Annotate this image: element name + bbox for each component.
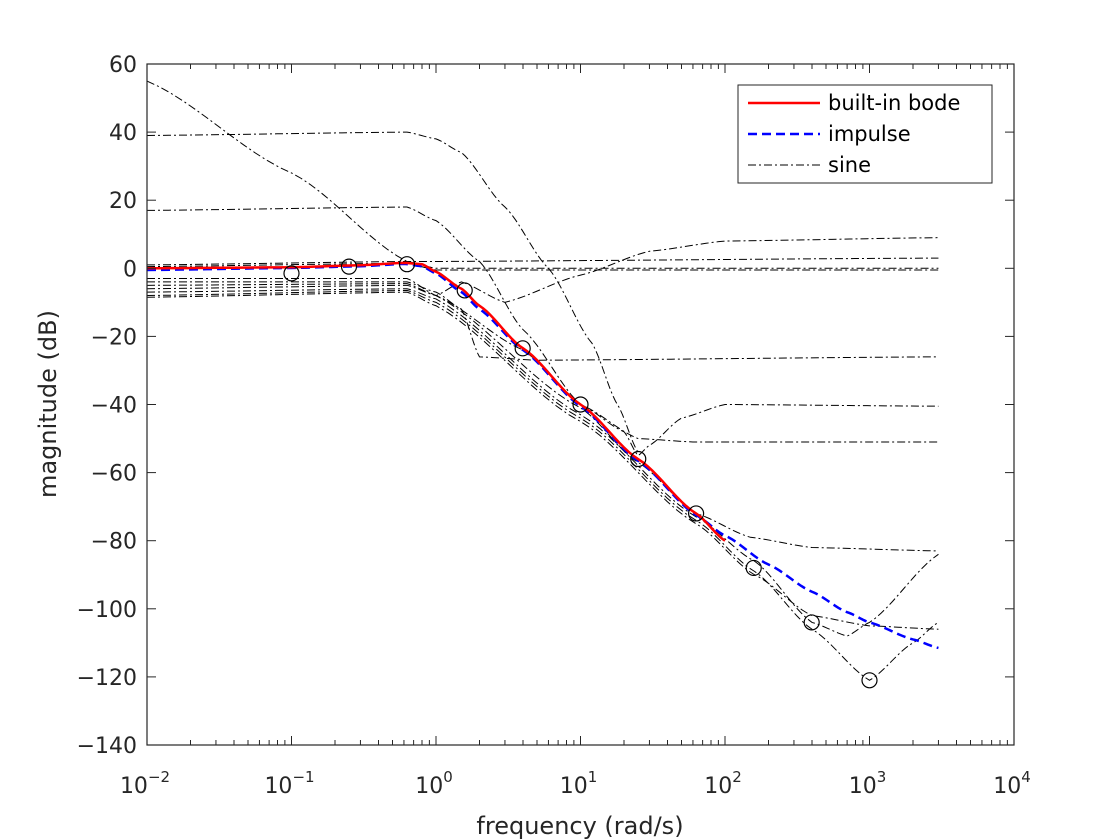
series-layer — [146, 80, 939, 681]
series-sine-curve-7 — [147, 281, 939, 361]
series-sine-curve-12 — [146, 291, 939, 630]
x-tick-label: 102 — [704, 768, 742, 799]
y-tick-label: −40 — [91, 394, 137, 419]
y-tick-label: −120 — [77, 666, 137, 691]
marker-point — [630, 450, 647, 468]
tick-layer: 60 40 20 0 −20 −40 −60 −80 −100 −120 −140 10−2 10−1 1… — [77, 53, 1031, 799]
x-tick-label: 104 — [993, 768, 1031, 799]
marker-point — [861, 672, 878, 689]
legend-label-impulse: impulse — [828, 122, 911, 146]
series-sine-curve-8 — [146, 283, 939, 443]
x-tick-label: 10−2 — [120, 768, 170, 799]
series-sine-curve-3 — [146, 206, 939, 457]
marker-point — [687, 505, 705, 522]
y-tick-label: 20 — [109, 189, 137, 214]
y-tick-label: 0 — [123, 257, 137, 282]
marker-layer — [283, 256, 878, 689]
marker-point — [456, 282, 473, 299]
series-impulse-line — [146, 262, 939, 650]
x-axis-label: frequency (rad/s) — [476, 812, 683, 840]
x-tick-label: 100 — [415, 768, 453, 799]
series-built-in-bode-line — [146, 261, 726, 542]
series-sine-curve-6 — [147, 237, 939, 303]
y-tick-label: −20 — [91, 325, 137, 350]
marker-point — [340, 258, 358, 275]
marker-point — [398, 256, 416, 273]
y-tick-label: −140 — [77, 734, 137, 759]
series-sine-curve-9 — [146, 284, 939, 552]
marker-point — [745, 559, 762, 577]
marker-point — [572, 396, 589, 413]
y-tick-label: −100 — [77, 598, 137, 623]
series-sine-curve-11 — [146, 289, 939, 681]
legend-label-bode: built-in bode — [828, 91, 960, 115]
series-sine-curve-10 — [146, 288, 939, 637]
marker-point — [803, 614, 820, 631]
series-sine-curve-4 — [146, 257, 939, 266]
y-axis-label: magnitude (dB) — [34, 310, 62, 498]
series-sine-curve-2 — [146, 131, 639, 453]
legend: built-in bode impulse sine — [737, 84, 993, 184]
y-tick-label: 40 — [109, 121, 137, 146]
x-tick-label: 101 — [560, 768, 598, 799]
y-tick-label: 60 — [109, 53, 137, 78]
x-tick-label: 103 — [849, 768, 887, 799]
legend-label-sine: sine — [828, 153, 871, 177]
x-tick-label: 10−1 — [264, 768, 314, 799]
y-tick-label: −80 — [91, 530, 137, 555]
marker-point — [514, 340, 531, 357]
marker-point — [283, 265, 300, 282]
y-tick-label: −60 — [91, 462, 137, 487]
